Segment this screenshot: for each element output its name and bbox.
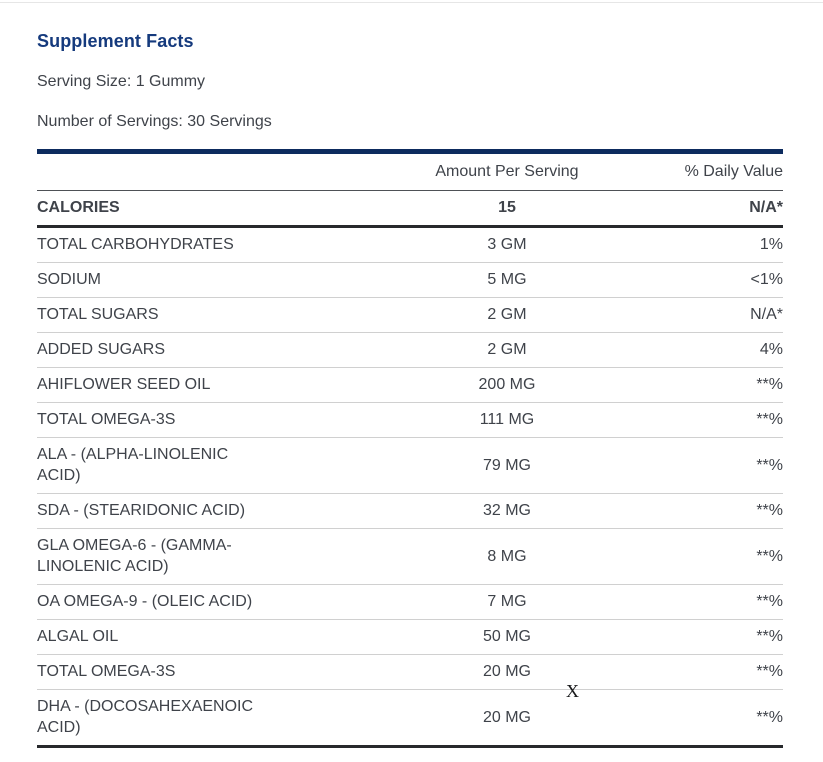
table-row: SDA - (STEARIDONIC ACID) 32 MG **% bbox=[37, 493, 783, 529]
amount-cell: 3 GM bbox=[395, 226, 619, 263]
table-row: SODIUM 5 MG <1% bbox=[37, 262, 783, 298]
table-row: GLA OMEGA-6 - (GAMMA- LINOLENIC ACID) 8 M… bbox=[37, 528, 783, 585]
amount-cell: 5 MG bbox=[395, 262, 619, 298]
item-cell: DHA - (DOCOSAHEXAENOIC ACID) bbox=[37, 689, 396, 748]
table-row: DHA - (DOCOSAHEXAENOIC ACID) 20 MG **% bbox=[37, 689, 783, 748]
item-cell: ALA - (ALPHA-LINOLENIC ACID) bbox=[37, 437, 396, 494]
daily-value-column-header: % Daily Value bbox=[618, 154, 783, 191]
amount-cell: 50 MG bbox=[395, 619, 619, 655]
table-header: Amount Per Serving % Daily Value bbox=[37, 154, 783, 191]
amount-cell: 20 MG bbox=[395, 689, 619, 748]
table-row: TOTAL SUGARS 2 GM N/A* bbox=[37, 297, 783, 333]
item-cell: GLA OMEGA-6 - (GAMMA- LINOLENIC ACID) bbox=[37, 528, 396, 585]
amount-cell: 111 MG bbox=[395, 402, 619, 438]
daily-value-cell: **% bbox=[618, 402, 783, 438]
supplement-facts-table: Amount Per Serving % Daily Value CALORIE… bbox=[37, 154, 783, 748]
daily-value-cell: N/A* bbox=[618, 297, 783, 333]
amount-cell: 79 MG bbox=[395, 437, 619, 494]
daily-value-cell: 4% bbox=[618, 332, 783, 368]
item-cell: TOTAL OMEGA-3S bbox=[37, 654, 396, 690]
item-cell: AHIFLOWER SEED OIL bbox=[37, 367, 396, 403]
table-body: CALORIES 15 N/A* TOTAL CARBOHYDRATES 3 GM 1% S… bbox=[37, 190, 783, 748]
daily-value-cell: **% bbox=[618, 367, 783, 403]
item-cell: ALGAL OIL bbox=[37, 619, 396, 655]
page-top-divider bbox=[0, 2, 823, 3]
daily-value-cell: **% bbox=[618, 689, 783, 748]
daily-value-cell: **% bbox=[618, 528, 783, 585]
table-row: ALA - (ALPHA-LINOLENIC ACID) 79 MG **% bbox=[37, 437, 783, 494]
daily-value-cell: **% bbox=[618, 584, 783, 620]
table-row: CALORIES 15 N/A* bbox=[37, 190, 783, 228]
amount-cell: 2 GM bbox=[395, 332, 619, 368]
amount-cell: 8 MG bbox=[395, 528, 619, 585]
table-top-bar bbox=[37, 149, 783, 154]
amount-cell: 20 MG bbox=[395, 654, 619, 690]
amount-cell: 200 MG bbox=[395, 367, 619, 403]
amount-cell: 15 bbox=[395, 190, 619, 228]
table-row: TOTAL OMEGA-3S 111 MG **% bbox=[37, 402, 783, 438]
amount-cell: 7 MG bbox=[395, 584, 619, 620]
serving-size-text: Serving Size: 1 Gummy bbox=[37, 73, 206, 90]
stray-x-mark: X bbox=[566, 681, 579, 701]
item-cell: SODIUM bbox=[37, 262, 396, 298]
item-cell: SDA - (STEARIDONIC ACID) bbox=[37, 493, 396, 529]
table-row: TOTAL OMEGA-3S 20 MG **% bbox=[37, 654, 783, 690]
table-row: OA OMEGA-9 - (OLEIC ACID) 7 MG **% bbox=[37, 584, 783, 620]
amount-column-header: Amount Per Serving bbox=[395, 154, 619, 191]
table-header-row: Amount Per Serving % Daily Value bbox=[37, 154, 783, 191]
item-cell: ADDED SUGARS bbox=[37, 332, 396, 368]
item-column-header bbox=[37, 154, 396, 191]
daily-value-cell: **% bbox=[618, 493, 783, 529]
daily-value-cell: N/A* bbox=[618, 190, 783, 228]
table-row: AHIFLOWER SEED OIL 200 MG **% bbox=[37, 367, 783, 403]
item-cell: TOTAL SUGARS bbox=[37, 297, 396, 333]
item-cell: OA OMEGA-9 - (OLEIC ACID) bbox=[37, 584, 396, 620]
amount-cell: 2 GM bbox=[395, 297, 619, 333]
daily-value-cell: <1% bbox=[618, 262, 783, 298]
table-row: ALGAL OIL 50 MG **% bbox=[37, 619, 783, 655]
daily-value-cell: 1% bbox=[618, 226, 783, 263]
daily-value-cell: **% bbox=[618, 619, 783, 655]
amount-cell: 32 MG bbox=[395, 493, 619, 529]
supplement-facts-panel: Supplement Facts Serving Size: 1 Gummy N… bbox=[37, 3, 783, 748]
item-cell: TOTAL CARBOHYDRATES bbox=[37, 226, 396, 263]
item-cell: CALORIES bbox=[37, 190, 396, 228]
table-row: ADDED SUGARS 2 GM 4% bbox=[37, 332, 783, 368]
item-cell: TOTAL OMEGA-3S bbox=[37, 402, 396, 438]
page-title: Supplement Facts bbox=[37, 31, 194, 51]
daily-value-cell: **% bbox=[618, 654, 783, 690]
table-row: TOTAL CARBOHYDRATES 3 GM 1% bbox=[37, 226, 783, 263]
daily-value-cell: **% bbox=[618, 437, 783, 494]
number-of-servings-text: Number of Servings: 30 Servings bbox=[37, 113, 272, 130]
